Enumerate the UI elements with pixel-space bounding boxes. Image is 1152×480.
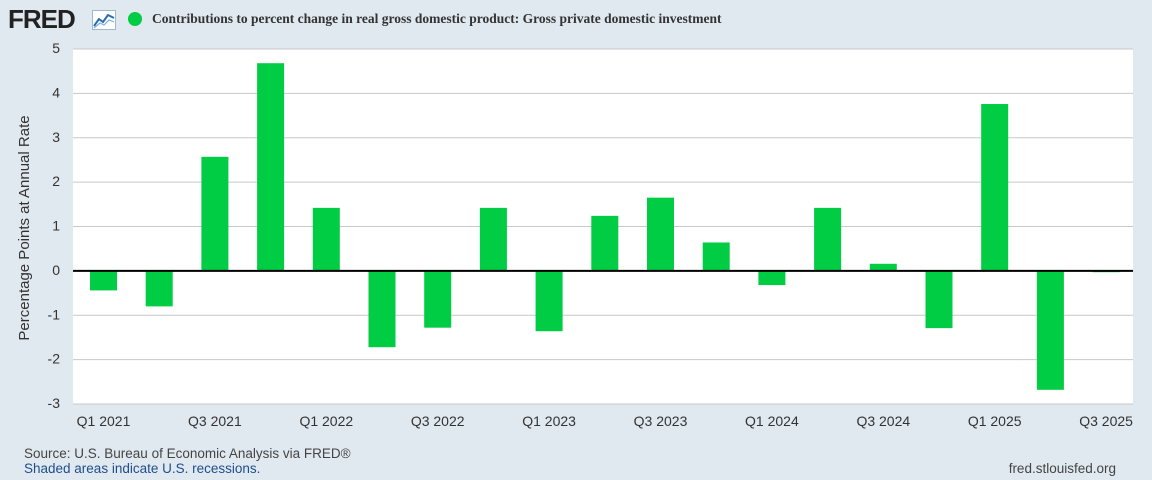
y-axis-label: Percentage Points at Annual Rate (16, 115, 33, 340)
source-note: Source: U.S. Bureau of Economic Analysis… (24, 446, 351, 461)
recession-note[interactable]: Shaded areas indicate U.S. recessions. (24, 461, 261, 476)
bar-q1-2023[interactable] (535, 270, 563, 332)
x-tick-label: Q1 2021 (77, 413, 131, 429)
x-tick-label: Q1 2025 (968, 413, 1022, 429)
bars (90, 63, 1120, 390)
legend-marker (128, 12, 142, 26)
x-tick-label: Q1 2023 (522, 413, 576, 429)
y-tick-label: 1 (52, 218, 60, 234)
bar-q4-2023[interactable] (702, 242, 730, 271)
y-tick-label: -1 (48, 306, 61, 322)
x-tick-label: Q3 2021 (188, 413, 242, 429)
x-tick-label: Q1 2024 (745, 413, 799, 429)
bar-q1-2025[interactable] (981, 104, 1009, 271)
bar-q3-2023[interactable] (647, 197, 674, 271)
y-tick-label: 0 (52, 262, 60, 278)
y-tick-label: 2 (52, 173, 60, 189)
site-url[interactable]: fred.stlouisfed.org (1008, 461, 1116, 476)
chart-title: Contributions to percent change in real … (152, 11, 722, 26)
header: FRED Contributions to percent change in … (0, 0, 1152, 40)
fred-logo[interactable]: FRED (8, 4, 76, 34)
x-axis-ticks: Q1 2021 Q3 2021 Q1 2022 Q3 2022 Q1 2023 Q3 20… (77, 413, 1134, 429)
bar-q1-2021[interactable] (90, 270, 117, 291)
gridlines (73, 48, 1133, 405)
bar-q2-2025[interactable] (1036, 270, 1064, 390)
x-tick-label: Q3 2025 (1079, 413, 1133, 429)
bar-q4-2024[interactable] (925, 270, 953, 329)
y-tick-label: 4 (52, 84, 60, 100)
bar-q4-2022[interactable] (479, 207, 507, 271)
bar-q3-2022[interactable] (424, 270, 452, 328)
x-tick-label: Q1 2022 (299, 413, 353, 429)
x-tick-label: Q3 2024 (856, 413, 910, 429)
bar-q4-2021[interactable] (257, 63, 285, 271)
bar-q2-2022[interactable] (368, 270, 396, 348)
x-tick-label: Q3 2022 (411, 413, 465, 429)
y-tick-label: 3 (52, 129, 60, 145)
bar-q3-2021[interactable] (201, 156, 229, 271)
bar-q2-2021[interactable] (145, 270, 173, 307)
bar-q3-2024[interactable] (869, 263, 897, 271)
x-tick-label: Q3 2023 (634, 413, 688, 429)
bar-q2-2024[interactable] (814, 207, 842, 271)
y-axis-ticks: 5 4 3 2 1 0 -1 -2 -3 (48, 40, 61, 411)
bar-q1-2022[interactable] (312, 207, 340, 271)
y-tick-label: -2 (48, 351, 61, 367)
y-tick-label: -3 (48, 395, 61, 411)
line-chart-icon (92, 10, 116, 30)
bar-q1-2024[interactable] (758, 270, 786, 286)
bar-q2-2023[interactable] (591, 215, 619, 271)
y-tick-label: 5 (52, 40, 60, 56)
chart: 5 4 3 2 1 0 -1 -2 -3 Q1 2021 Q3 2021 Q1 2022 Q3 202… (16, 40, 1134, 429)
